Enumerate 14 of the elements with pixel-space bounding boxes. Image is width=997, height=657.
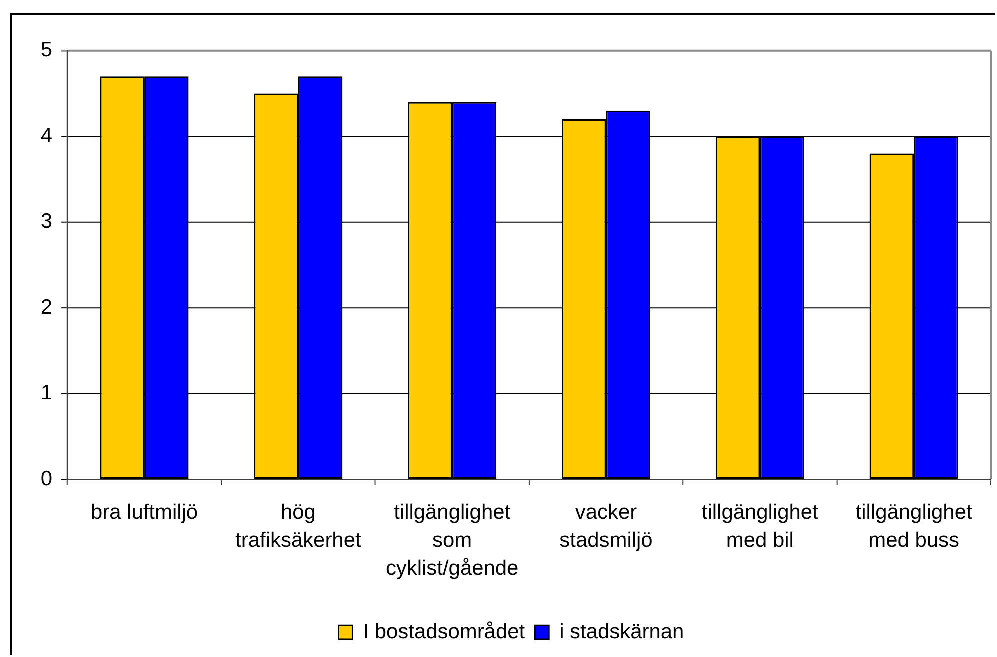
- x-tick-label: tillgänglighet som cyklist/gående: [386, 501, 519, 580]
- y-tick-label: 3: [40, 210, 53, 234]
- x-tick-label: vacker stadsmiljö: [560, 501, 653, 552]
- legend-label: I bostadsområdet: [363, 620, 526, 644]
- y-tick-label: 5: [40, 38, 53, 62]
- x-tick-label: tillgänglighet med bil: [702, 501, 819, 552]
- y-tick-label: 2: [40, 296, 53, 319]
- y-tick-label: 4: [40, 124, 53, 148]
- x-tick-label: bra luftmiljö: [90, 501, 198, 524]
- x-tick-label: tillgänglighet med buss: [856, 501, 972, 552]
- y-tick-label: 0: [40, 467, 53, 490]
- y-tick-label: 1: [40, 382, 53, 405]
- x-tick-label: hög trafiksäkerhet: [236, 501, 362, 552]
- legend-label: i stadskärnan: [560, 620, 684, 644]
